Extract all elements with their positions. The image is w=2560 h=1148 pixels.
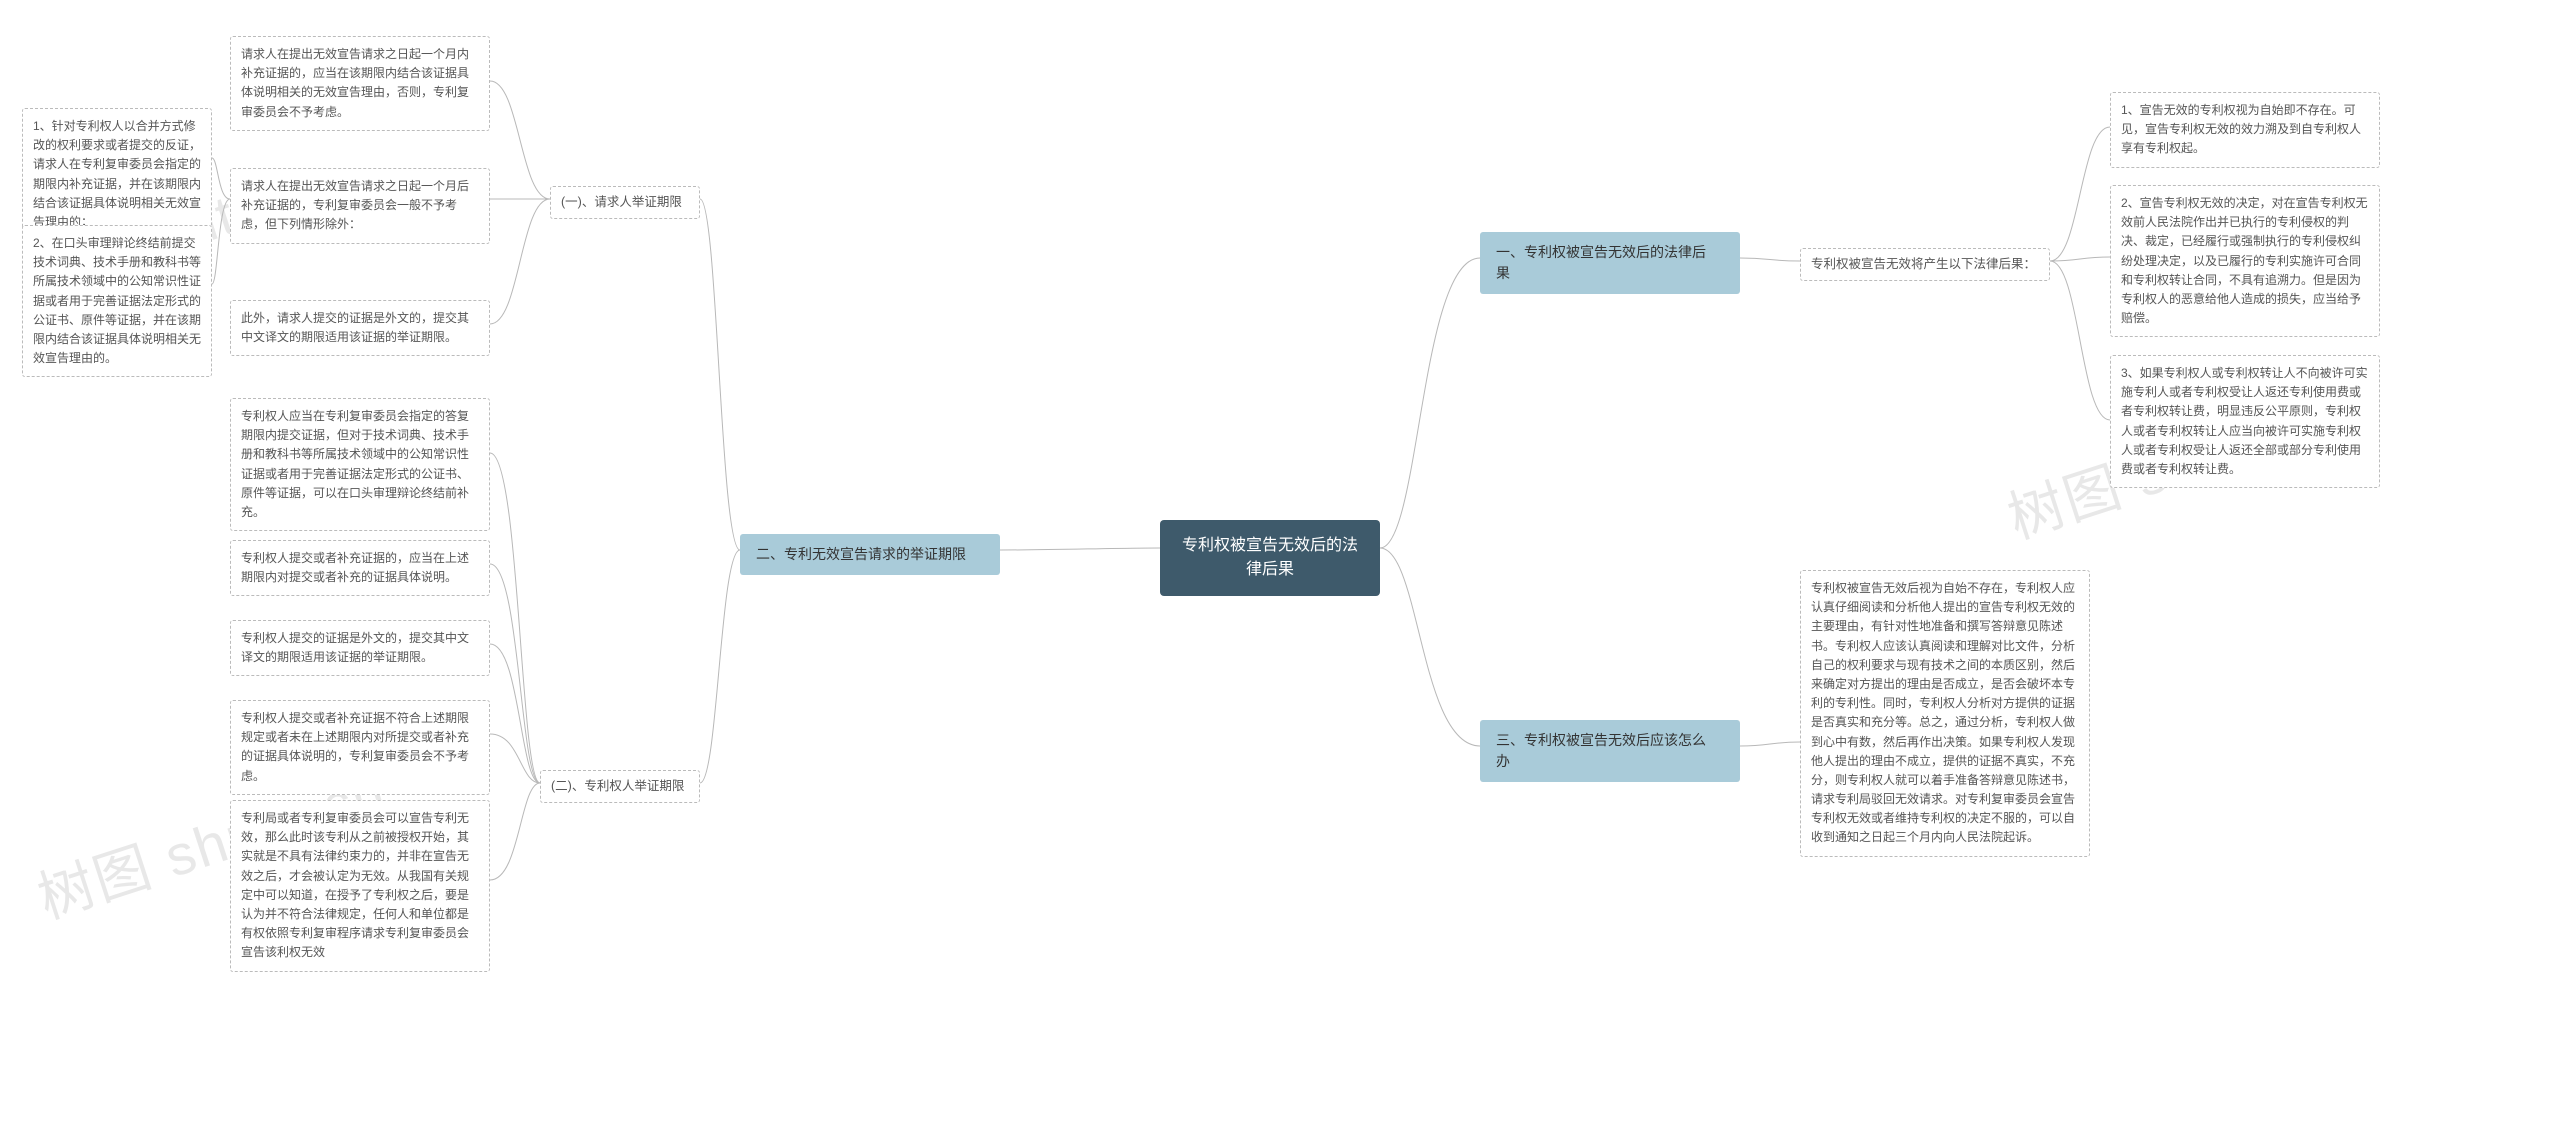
leaf-s1-2-c2[interactable]: 2、在口头审理辩论终结前提交技术词典、技术手册和教科书等所属技术领域中的公知常识… bbox=[22, 225, 212, 377]
leaf-s2-5[interactable]: 专利局或者专利复审委员会可以宣告专利无效，那么此时该专利从之前被授权开始，其实就… bbox=[230, 800, 490, 972]
leaf-text: 1、针对专利权人以合并方式修改的权利要求或者提交的反证，请求人在专利复审委员会指… bbox=[33, 119, 201, 229]
leaf-s2-3[interactable]: 专利权人提交的证据是外文的，提交其中文译文的期限适用该证据的举证期限。 bbox=[230, 620, 490, 676]
branch-right-1[interactable]: 一、专利权被宣告无效后的法律后果 bbox=[1480, 232, 1740, 294]
leaf-text: 专利权人提交或者补充证据的，应当在上述期限内对提交或者补充的证据具体说明。 bbox=[241, 551, 469, 584]
sub-s2[interactable]: (二)、专利权人举证期限 bbox=[540, 770, 700, 803]
leaf-text: 1、宣告无效的专利权视为自始即不存在。可见，宣告专利权无效的效力溯及到自专利权人… bbox=[2121, 103, 2361, 155]
root-node[interactable]: 专利权被宣告无效后的法律后果 bbox=[1160, 520, 1380, 596]
sub-right-1[interactable]: 专利权被宣告无效将产生以下法律后果： bbox=[1800, 248, 2050, 281]
leaf-text: 专利权人应当在专利复审委员会指定的答复期限内提交证据，但对于技术词典、技术手册和… bbox=[241, 409, 469, 519]
leaf-text: 2、在口头审理辩论终结前提交技术词典、技术手册和教科书等所属技术领域中的公知常识… bbox=[33, 236, 201, 365]
sub-label: (二)、专利权人举证期限 bbox=[551, 779, 684, 793]
branch-label: 一、专利权被宣告无效后的法律后果 bbox=[1496, 244, 1706, 281]
sub-label: (一)、请求人举证期限 bbox=[561, 195, 682, 209]
leaf-s2-2[interactable]: 专利权人提交或者补充证据的，应当在上述期限内对提交或者补充的证据具体说明。 bbox=[230, 540, 490, 596]
leaf-r1-1[interactable]: 1、宣告无效的专利权视为自始即不存在。可见，宣告专利权无效的效力溯及到自专利权人… bbox=[2110, 92, 2380, 168]
branch-right-3[interactable]: 三、专利权被宣告无效后应该怎么办 bbox=[1480, 720, 1740, 782]
leaf-s1-3[interactable]: 此外，请求人提交的证据是外文的，提交其中文译文的期限适用该证据的举证期限。 bbox=[230, 300, 490, 356]
branch-left-2[interactable]: 二、专利无效宣告请求的举证期限 bbox=[740, 534, 1000, 575]
sub-s1[interactable]: (一)、请求人举证期限 bbox=[550, 186, 700, 219]
branch-label: 二、专利无效宣告请求的举证期限 bbox=[756, 546, 966, 562]
leaf-text: 专利权被宣告无效后视为自始不存在，专利权人应认真仔细阅读和分析他人提出的宣告专利… bbox=[1811, 581, 2075, 844]
branch-label: 三、专利权被宣告无效后应该怎么办 bbox=[1496, 732, 1706, 769]
leaf-s1-2-c1[interactable]: 1、针对专利权人以合并方式修改的权利要求或者提交的反证，请求人在专利复审委员会指… bbox=[22, 108, 212, 241]
leaf-text: 专利权人提交或者补充证据不符合上述期限规定或者未在上述期限内对所提交或者补充的证… bbox=[241, 711, 469, 783]
leaf-r3[interactable]: 专利权被宣告无效后视为自始不存在，专利权人应认真仔细阅读和分析他人提出的宣告专利… bbox=[1800, 570, 2090, 857]
leaf-text: 专利局或者专利复审委员会可以宣告专利无效，那么此时该专利从之前被授权开始，其实就… bbox=[241, 811, 469, 959]
leaf-r1-3[interactable]: 3、如果专利权人或专利权转让人不向被许可实施专利人或者专利权受让人返还专利使用费… bbox=[2110, 355, 2380, 488]
leaf-text: 专利权人提交的证据是外文的，提交其中文译文的期限适用该证据的举证期限。 bbox=[241, 631, 469, 664]
leaf-text: 请求人在提出无效宣告请求之日起一个月内补充证据的，应当在该期限内结合该证据具体说… bbox=[241, 47, 469, 119]
leaf-s1-2[interactable]: 请求人在提出无效宣告请求之日起一个月后补充证据的，专利复审委员会一般不予考虑，但… bbox=[230, 168, 490, 244]
leaf-text: 请求人在提出无效宣告请求之日起一个月后补充证据的，专利复审委员会一般不予考虑，但… bbox=[241, 179, 469, 231]
leaf-text: 2、宣告专利权无效的决定，对在宣告专利权无效前人民法院作出并已执行的专利侵权的判… bbox=[2121, 196, 2368, 325]
root-label: 专利权被宣告无效后的法律后果 bbox=[1182, 537, 1358, 578]
leaf-s2-4[interactable]: 专利权人提交或者补充证据不符合上述期限规定或者未在上述期限内对所提交或者补充的证… bbox=[230, 700, 490, 795]
leaf-r1-2[interactable]: 2、宣告专利权无效的决定，对在宣告专利权无效前人民法院作出并已执行的专利侵权的判… bbox=[2110, 185, 2380, 337]
leaf-text: 3、如果专利权人或专利权转让人不向被许可实施专利人或者专利权受让人返还专利使用费… bbox=[2121, 366, 2368, 476]
leaf-text: 此外，请求人提交的证据是外文的，提交其中文译文的期限适用该证据的举证期限。 bbox=[241, 311, 469, 344]
sub-label: 专利权被宣告无效将产生以下法律后果： bbox=[1811, 257, 2036, 271]
leaf-s2-1[interactable]: 专利权人应当在专利复审委员会指定的答复期限内提交证据，但对于技术词典、技术手册和… bbox=[230, 398, 490, 531]
leaf-s1-1[interactable]: 请求人在提出无效宣告请求之日起一个月内补充证据的，应当在该期限内结合该证据具体说… bbox=[230, 36, 490, 131]
